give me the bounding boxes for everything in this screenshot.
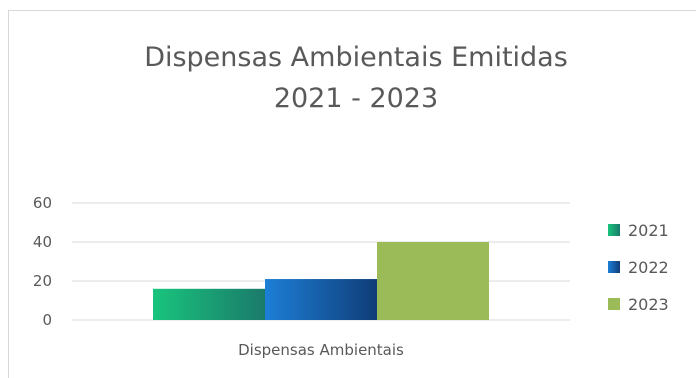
- category-label: Dispensas Ambientais: [238, 341, 404, 359]
- legend-swatch-2021: [608, 224, 620, 236]
- legend-label-2022: 2022: [628, 258, 669, 277]
- bar-2021: [153, 288, 265, 320]
- legend-label-2021: 2021: [628, 221, 669, 240]
- legend-label-2023: 2023: [628, 295, 669, 314]
- chart-title: Dispensas Ambientais Emitidas: [144, 42, 568, 73]
- bar-2022: [265, 279, 377, 320]
- y-tick-label: 60: [33, 194, 52, 212]
- y-axis-ticks: 0 20 40 60: [33, 194, 52, 329]
- y-tick-label: 0: [42, 311, 52, 329]
- chart-subtitle: 2021 - 2023: [274, 83, 438, 114]
- bars: [153, 242, 489, 320]
- legend-swatch-2023: [608, 298, 620, 310]
- y-tick-label: 40: [33, 233, 52, 251]
- y-tick-label: 20: [33, 272, 52, 290]
- legend: 2021 2022 2023: [608, 221, 669, 314]
- legend-swatch-2022: [608, 261, 620, 273]
- bar-2023: [377, 242, 489, 320]
